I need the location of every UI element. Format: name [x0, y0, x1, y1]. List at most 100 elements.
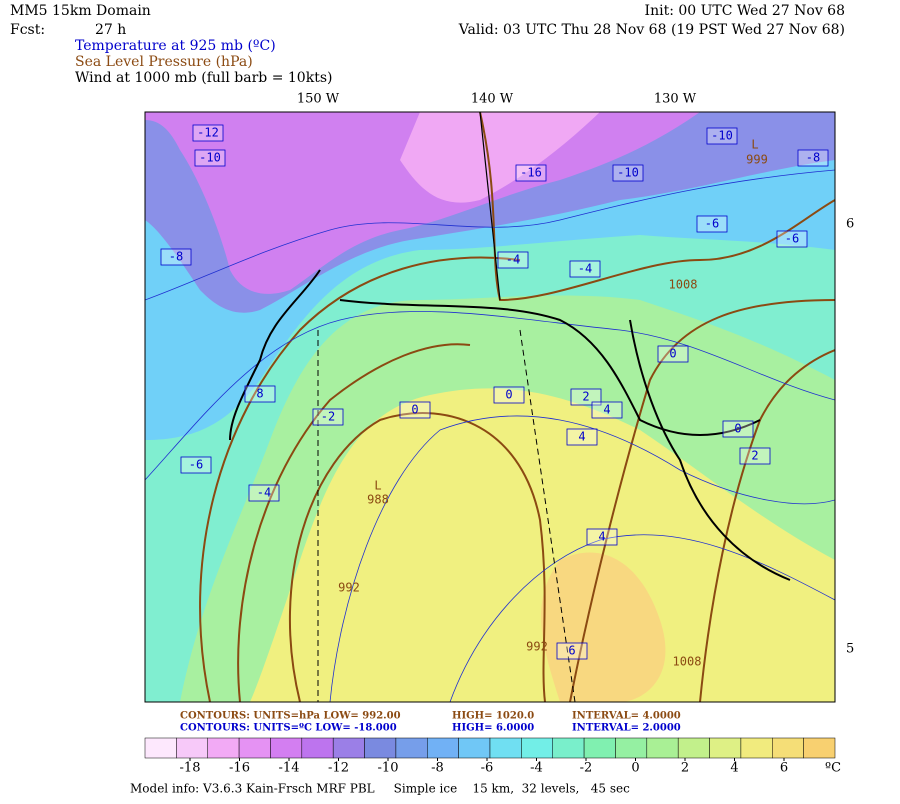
fcst-value: 27 h [95, 22, 126, 38]
colorbar-label: -4 [530, 761, 543, 776]
label-box [244, 385, 276, 403]
init-time: Init: 00 UTC Wed 27 Nov 68 [645, 3, 845, 19]
label-box [612, 164, 644, 182]
valid-time: Valid: 03 UTC Thu 28 Nov 68 (19 PST Wed … [458, 22, 845, 38]
map-field [145, 112, 835, 702]
colorbar-unit: ºC [825, 761, 841, 776]
isobar [479, 112, 835, 302]
coastline [229, 269, 321, 441]
colorbar-cell [427, 737, 459, 759]
temperature-label: 0 [657, 345, 689, 363]
temperature-value: 0 [411, 403, 418, 417]
colorbar-cell [489, 737, 522, 759]
latitude-label: 5 [846, 642, 854, 657]
temperature-value: -4 [506, 253, 520, 267]
label-box [556, 642, 588, 660]
pressure-label: 1008 [673, 655, 702, 669]
isobar [699, 349, 835, 702]
temperature-label: -6 [180, 456, 212, 474]
isobar [237, 343, 471, 702]
colorbar-cell [270, 737, 303, 759]
pressure-contours: CONTOURS: UNITS=hPa LOW= 992.00 [180, 711, 401, 722]
isotherm [145, 311, 835, 481]
pressure-label: 999 [746, 153, 768, 167]
colorbar-label: -6 [481, 761, 494, 776]
temperature-value: -4 [257, 486, 271, 500]
temperature-label: -4 [569, 260, 601, 278]
isobar [288, 412, 546, 702]
colorbar-cell [740, 737, 773, 759]
label-box [586, 528, 618, 546]
field-max [541, 552, 666, 702]
title: MM5 15km Domain [10, 3, 151, 19]
label-box [312, 408, 344, 426]
temperature-value: 4 [598, 530, 605, 544]
label-box [591, 401, 623, 419]
temperature-value: -4 [578, 262, 592, 276]
colorbar-label: 2 [681, 761, 689, 776]
temperature-value: -10 [617, 166, 639, 180]
temperature-label: -4 [248, 484, 280, 502]
isotherm [449, 534, 835, 702]
temperature-label: -8 [160, 248, 192, 266]
label-box [248, 484, 280, 502]
temperature-value: 2 [582, 390, 589, 404]
colorbar-label: -12 [328, 761, 349, 776]
coastline [339, 299, 761, 436]
temperature-value: -2 [321, 410, 335, 424]
colorbar-cell [583, 737, 616, 759]
temperature-label: 0 [722, 420, 754, 438]
temperature-label: -10 [612, 164, 644, 182]
temperature-value: -6 [189, 458, 203, 472]
temperature-value: 4 [603, 403, 610, 417]
temperature-label: 0 [399, 401, 431, 419]
label-box [192, 124, 224, 142]
colorbar-label: -14 [279, 761, 300, 776]
colorbar-label: -8 [431, 761, 444, 776]
colorbar-label: -10 [378, 761, 399, 776]
colorbar-cell [677, 737, 710, 759]
temperature-label: -10 [706, 127, 738, 145]
colorbar-cell [521, 737, 553, 759]
field-legend: Wind at 1000 mb (full barb = 10kts) [75, 70, 332, 86]
temperature-label: 2 [570, 388, 602, 406]
temperature-value: 6 [568, 644, 575, 658]
label-box [739, 447, 771, 465]
temperature-high: HIGH= 6.0000 [452, 723, 534, 734]
pressure-interval: INTERVAL= 4.0000 [572, 711, 681, 722]
pressure-label: L [751, 138, 758, 152]
temperature-label: 6 [556, 642, 588, 660]
label-box [160, 248, 192, 266]
colorbar-label: -2 [580, 761, 593, 776]
temperature-value: 8 [256, 387, 263, 401]
temperature-value: -8 [169, 250, 183, 264]
label-box [776, 230, 808, 248]
fcst-label: Fcst: [10, 22, 45, 38]
colorbar-label: -16 [229, 761, 250, 776]
colorbar-cell [144, 737, 177, 759]
temperature-value: 4 [578, 430, 585, 444]
temperature-value: 0 [505, 388, 512, 402]
label-box [706, 127, 738, 145]
temperature-value: -6 [705, 217, 719, 231]
temperature-value: -10 [199, 151, 221, 165]
temperature-label: -8 [797, 149, 829, 167]
temperature-contours: CONTOURS: UNITS=ºC LOW= -18.000 [180, 723, 397, 734]
temperature-label: -2 [312, 408, 344, 426]
field-legend: Sea Level Pressure (hPa) [75, 54, 253, 70]
temperature-label: -6 [696, 215, 728, 233]
temperature-label: -16 [515, 164, 547, 182]
temperature-value: -10 [711, 129, 733, 143]
temperature-label: 4 [591, 401, 623, 419]
pressure-label: L [374, 479, 381, 493]
pressure-label: 992 [338, 581, 360, 595]
pressure-label: 1008 [669, 278, 698, 292]
pressure-high: HIGH= 1020.0 [452, 711, 534, 722]
temperature-label: 2 [739, 447, 771, 465]
colorbar-cell [552, 737, 585, 759]
colorbar-cell [646, 737, 679, 759]
temperature-value: -8 [806, 151, 820, 165]
latitude-label: 6 [846, 217, 854, 232]
model-info: Model info: V3.6.3 Kain-Frsch MRF PBL Si… [130, 782, 630, 796]
